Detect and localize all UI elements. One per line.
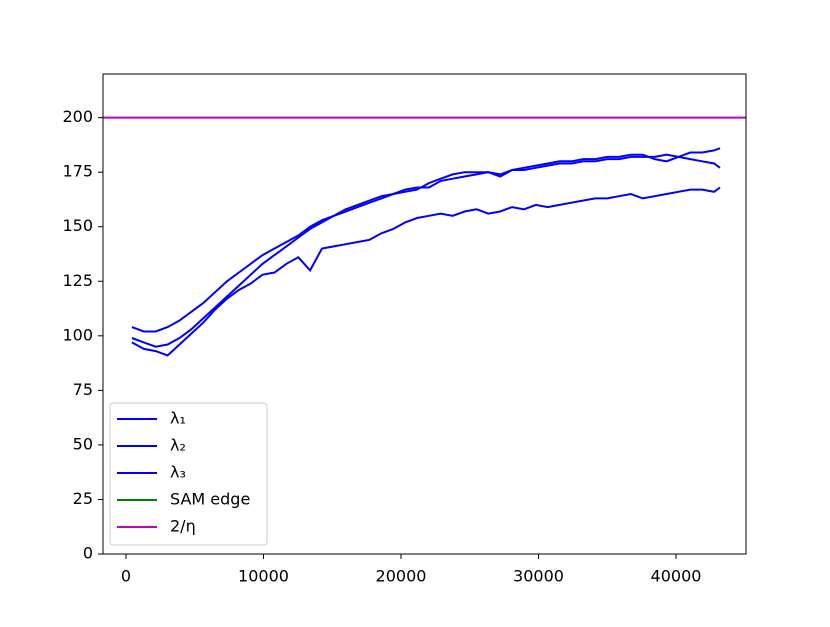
data-line (131, 186, 721, 357)
y-tick-label: 25 (73, 489, 93, 508)
x-tick-label: 0 (121, 567, 131, 586)
y-tick-label: 200 (62, 107, 93, 126)
y-tick-label: 0 (83, 544, 93, 563)
y-tick-label: 75 (73, 380, 93, 399)
data-line (131, 147, 721, 333)
legend-label: λ₁ (170, 409, 186, 428)
legend-label: λ₂ (170, 436, 186, 455)
x-tick-label: 40000 (651, 567, 702, 586)
x-tick-label: 20000 (376, 567, 427, 586)
legend-box (109, 402, 268, 546)
y-tick-label: 125 (62, 271, 93, 290)
data-line (131, 153, 721, 348)
x-tick-label: 30000 (513, 567, 564, 586)
y-tick-label: 50 (73, 434, 93, 453)
y-tick-label: 100 (62, 325, 93, 344)
x-tick-label: 10000 (238, 567, 289, 586)
legend-label: SAM edge (170, 490, 250, 509)
plot-frame (102, 73, 747, 555)
y-tick-label: 175 (62, 162, 93, 181)
legend-label: 2/η (170, 517, 196, 536)
y-tick-label: 150 (62, 216, 93, 235)
legend-label: λ₃ (170, 463, 186, 482)
